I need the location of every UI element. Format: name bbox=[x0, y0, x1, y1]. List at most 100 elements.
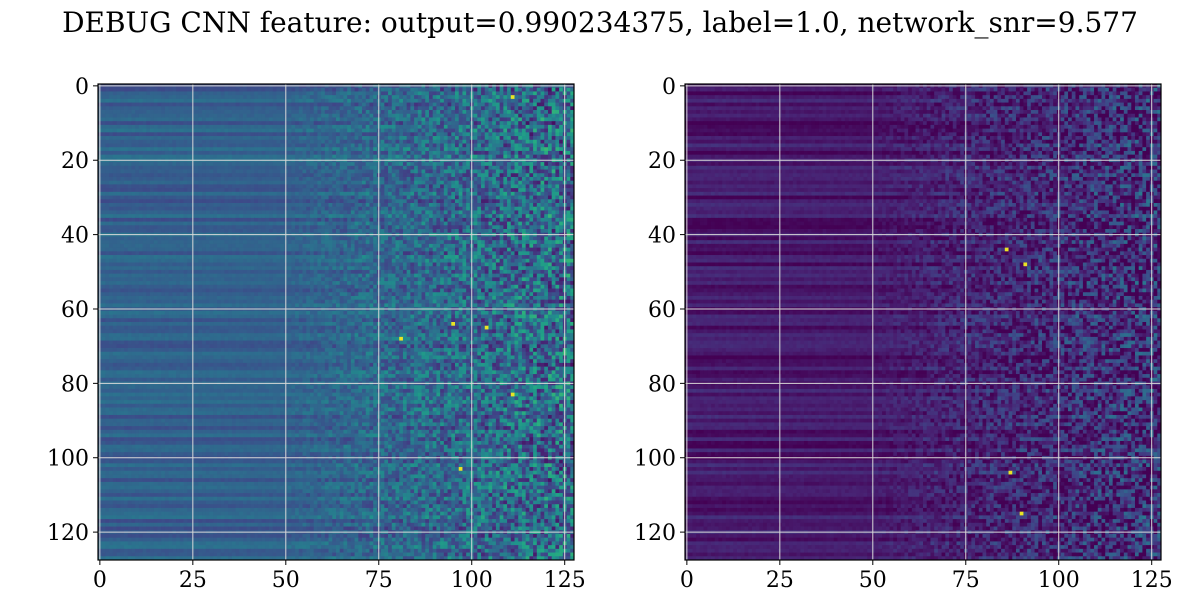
heatmap-cell bbox=[406, 143, 411, 148]
heatmap-cell bbox=[510, 121, 515, 126]
heatmap-cell bbox=[529, 195, 534, 200]
heatmap-cell bbox=[321, 180, 326, 185]
heatmap-cell bbox=[481, 217, 486, 222]
heatmap-cell bbox=[373, 217, 378, 222]
heatmap-cell bbox=[309, 136, 315, 141]
heatmap-cell bbox=[265, 102, 270, 107]
heatmap-cell bbox=[347, 87, 352, 92]
heatmap-cell bbox=[168, 169, 173, 174]
heatmap-cell bbox=[529, 154, 534, 159]
heatmap-cell bbox=[120, 195, 125, 200]
heatmap-cell bbox=[484, 176, 489, 182]
heatmap-cell bbox=[462, 217, 467, 222]
heatmap-cell bbox=[350, 165, 355, 170]
heatmap-cell bbox=[109, 199, 114, 204]
heatmap-cell bbox=[350, 98, 355, 103]
heatmap-cell bbox=[518, 217, 523, 222]
heatmap-cell bbox=[109, 91, 114, 96]
heatmap-cell bbox=[172, 206, 177, 211]
heatmap-cell bbox=[101, 165, 106, 170]
heatmap-cell bbox=[194, 191, 199, 196]
heatmap-cell bbox=[525, 102, 530, 107]
heatmap-cell bbox=[220, 199, 225, 204]
heatmap-cell bbox=[417, 106, 422, 111]
heatmap-cell bbox=[291, 139, 296, 144]
heatmap-cell bbox=[198, 150, 203, 156]
heatmap-cell bbox=[261, 128, 266, 133]
heatmap-cell bbox=[302, 217, 307, 222]
heatmap-cell bbox=[257, 173, 263, 178]
heatmap-cell bbox=[391, 124, 396, 130]
heatmap-cell bbox=[514, 117, 519, 122]
heatmap-cell bbox=[402, 214, 408, 219]
heatmap-cell bbox=[336, 188, 341, 193]
heatmap-cell bbox=[425, 188, 430, 193]
heatmap-cell bbox=[417, 87, 422, 92]
heatmap-cell bbox=[272, 91, 277, 96]
heatmap-cell bbox=[481, 136, 486, 141]
heatmap-cell bbox=[373, 91, 378, 96]
heatmap-cell bbox=[317, 154, 322, 159]
heatmap-cell bbox=[220, 128, 225, 133]
heatmap-cell bbox=[518, 173, 523, 178]
heatmap-cell bbox=[551, 91, 556, 96]
heatmap-cell bbox=[417, 210, 422, 215]
heatmap-cell bbox=[339, 210, 344, 215]
heatmap-cell bbox=[458, 87, 463, 92]
heatmap-cell bbox=[101, 217, 106, 222]
heatmap-cell bbox=[380, 139, 385, 144]
heatmap-cell bbox=[217, 98, 222, 103]
heatmap-cell bbox=[161, 225, 166, 230]
heatmap-cell bbox=[287, 110, 292, 115]
heatmap-cell bbox=[521, 214, 527, 219]
heatmap-cell bbox=[466, 203, 471, 208]
heatmap-cell bbox=[220, 132, 225, 137]
heatmap-cell bbox=[224, 162, 229, 167]
heatmap-cell bbox=[540, 128, 545, 133]
heatmap-cell bbox=[510, 188, 515, 193]
heatmap-cell bbox=[321, 184, 326, 189]
heatmap-cell bbox=[324, 136, 329, 141]
heatmap-cell bbox=[250, 110, 255, 115]
heatmap-cell bbox=[224, 124, 229, 130]
heatmap-cell bbox=[347, 102, 352, 107]
heatmap-cell bbox=[458, 132, 463, 137]
heatmap-cell bbox=[306, 117, 311, 122]
heatmap-cell bbox=[339, 165, 344, 170]
heatmap-cell bbox=[551, 139, 556, 144]
heatmap-cell bbox=[414, 203, 419, 208]
heatmap-cell bbox=[350, 225, 355, 230]
heatmap-cell bbox=[220, 121, 225, 126]
heatmap-cell bbox=[187, 150, 192, 156]
heatmap-cell bbox=[406, 210, 411, 215]
heatmap-cell bbox=[280, 195, 285, 200]
heatmap-cell bbox=[217, 87, 222, 92]
heatmap-cell bbox=[101, 184, 106, 189]
heatmap-cell bbox=[306, 98, 311, 103]
heatmap-cell bbox=[168, 124, 173, 130]
heatmap-cell bbox=[109, 210, 114, 215]
heatmap-cell bbox=[529, 98, 534, 103]
heatmap-cell bbox=[384, 106, 389, 111]
heatmap-cell bbox=[313, 124, 318, 130]
heatmap-cell bbox=[116, 117, 121, 122]
heatmap-cell bbox=[261, 117, 266, 122]
heatmap-cell bbox=[101, 139, 106, 144]
heatmap-cell bbox=[124, 162, 129, 167]
heatmap-cell bbox=[518, 132, 523, 137]
heatmap-cell bbox=[295, 147, 300, 152]
heatmap-cell bbox=[276, 184, 281, 189]
heatmap-cell bbox=[205, 143, 210, 148]
heatmap-cell bbox=[533, 206, 538, 211]
heatmap-cell bbox=[298, 147, 303, 152]
heatmap-cell bbox=[298, 143, 303, 148]
heatmap-cell bbox=[547, 162, 553, 167]
heatmap-cell bbox=[176, 214, 181, 219]
heatmap-cell bbox=[347, 180, 352, 185]
heatmap-cell bbox=[540, 195, 545, 200]
heatmap-cell bbox=[209, 162, 214, 167]
heatmap-cell bbox=[406, 225, 411, 230]
heatmap-cell bbox=[179, 188, 184, 193]
heatmap-cell bbox=[365, 147, 370, 152]
heatmap-cell bbox=[547, 165, 553, 170]
